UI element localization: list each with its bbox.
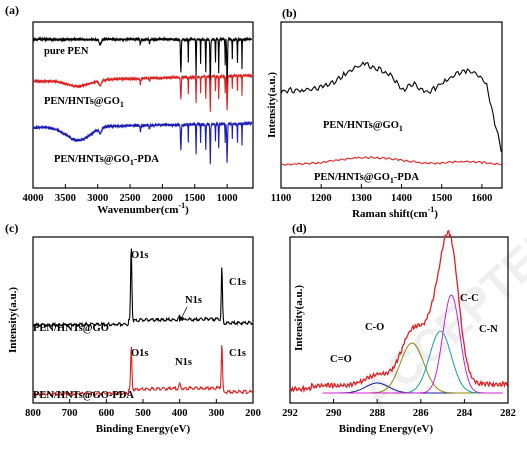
panel-d-label: (d) bbox=[292, 221, 307, 235]
panel-c-x-tick-label: 700 bbox=[62, 408, 78, 419]
panel-b-x-axis-title: Raman shift(cm-1) bbox=[352, 205, 438, 220]
panel-c-x-tick-label: 600 bbox=[98, 408, 114, 419]
ftir-pen-hnts-go1-pda-label: PEN/HNTs@GO1-PDA bbox=[54, 154, 159, 167]
n1s-peak-label-bottom: N1s bbox=[175, 357, 192, 368]
panel-d-x-tick-label: 292 bbox=[282, 408, 298, 419]
c1s-peak-label-bottom: C1s bbox=[229, 348, 246, 359]
panel-a-x-tick-label: 3000 bbox=[87, 193, 108, 204]
panel-b-x-tick-label: 1300 bbox=[351, 193, 372, 204]
panel-d-x-tick-label: 290 bbox=[326, 408, 342, 419]
ftir-pure-pen-line bbox=[32, 36, 253, 93]
xps-pen-hnts-go-line bbox=[32, 248, 254, 329]
panel-a-x-tick-label: 3500 bbox=[55, 193, 76, 204]
panel-a-frame bbox=[32, 21, 254, 189]
panel-d-y-axis-title: Intensity(a.u.) bbox=[293, 285, 305, 351]
panel-a: (a) 4000 3500 3000 2500 2000 1500 1000 Wavenum… bbox=[5, 3, 254, 216]
panel-b-x-ticks: 1100 1200 1300 1400 1500 1600 bbox=[271, 184, 492, 204]
o1s-peak-label-bottom: O1s bbox=[131, 348, 149, 359]
n1s-pointer-arrowhead bbox=[179, 316, 184, 322]
ftir-pure-pen-label: pure PEN bbox=[44, 46, 89, 57]
c-o-label: C-O bbox=[365, 322, 384, 333]
panel-b-label: (b) bbox=[282, 6, 297, 20]
panel-a-label: (a) bbox=[5, 3, 19, 17]
c-c-label: C-C bbox=[460, 293, 479, 304]
panel-c-x-tick-label: 800 bbox=[25, 408, 41, 419]
panel-d-x-tick-label: 284 bbox=[457, 408, 474, 419]
xps-pen-hnts-go-pda-label: PEN/HNTs@GO-PDA bbox=[33, 390, 134, 401]
panel-c-x-tick-label: 300 bbox=[208, 408, 224, 419]
panel-a-x-tick-label: 2500 bbox=[120, 193, 141, 204]
panel-c: (c) 800 700 600 500 400 300 200 Binding Energy… bbox=[5, 221, 261, 435]
panel-a-x-ticks: 4000 3500 3000 2500 2000 1500 1000 bbox=[23, 184, 238, 204]
panel-a-x-tick-label: 1500 bbox=[184, 193, 205, 204]
panel-d-x-ticks: 292 290 288 286 284 282 bbox=[282, 399, 516, 419]
panel-d-x-axis-title: Binding Energy(eV) bbox=[339, 423, 434, 435]
panel-b-x-tick-label: 1500 bbox=[431, 193, 452, 204]
panel-a-x-tick-label: 2000 bbox=[152, 193, 173, 204]
panel-c-label: (c) bbox=[5, 221, 18, 235]
panel-b-frame bbox=[280, 21, 503, 189]
panel-d-frame bbox=[289, 236, 509, 404]
panel-d-x-tick-label: 288 bbox=[369, 408, 385, 419]
panel-c-x-tick-label: 200 bbox=[245, 408, 261, 419]
panel-a-x-axis-title: Wavenumber(cm-1) bbox=[97, 201, 189, 216]
c-n-label: C-N bbox=[479, 324, 498, 335]
xps-pen-hnts-go-label: PEN/HNTs@GO bbox=[33, 323, 109, 334]
panel-b-y-axis-title: Intensity(a.u.) bbox=[266, 72, 278, 138]
panel-b-x-tick-label: 1600 bbox=[471, 193, 492, 204]
panel-a-x-tick-label: 1000 bbox=[217, 193, 238, 204]
raman-pen-hnts-go1-label: PEN/HNTs@GO1 bbox=[323, 120, 403, 133]
panel-b: (b) 1100 1200 1300 1400 1500 1600 Raman shift… bbox=[266, 6, 503, 220]
xps-c-c-component bbox=[322, 294, 503, 394]
panel-b-x-tick-label: 1200 bbox=[311, 193, 332, 204]
ftir-pen-hnts-go1-pda-line bbox=[32, 120, 253, 165]
xps-pen-hnts-go-pda-line bbox=[32, 345, 254, 397]
panel-c-x-tick-label: 500 bbox=[135, 408, 151, 419]
panel-d-x-tick-label: 286 bbox=[413, 408, 429, 419]
panel-d: (d) 292 290 288 286 284 282 Binding Energy(eV… bbox=[282, 221, 516, 435]
panel-c-x-ticks: 800 700 600 500 400 300 200 bbox=[25, 399, 261, 419]
panel-c-x-tick-label: 400 bbox=[172, 408, 188, 419]
raman-pen-hnts-go1-line bbox=[280, 61, 502, 152]
c1s-peak-label-top: C1s bbox=[229, 277, 246, 288]
c-o-double-label: C=O bbox=[330, 354, 352, 365]
ftir-pen-hnts-go1-line bbox=[32, 72, 253, 112]
raman-pen-hnts-go1-pda-line bbox=[280, 155, 502, 166]
panel-c-x-axis-title: Binding Energy(eV) bbox=[96, 423, 191, 435]
xps-c1s-raw-line bbox=[289, 229, 508, 394]
panel-c-y-axis-title: Intensity(a.u.) bbox=[7, 287, 19, 353]
panel-d-x-tick-label: 282 bbox=[500, 408, 516, 419]
n1s-peak-label-top: N1s bbox=[185, 295, 202, 306]
n1s-pointer-arrow bbox=[180, 306, 188, 320]
raman-pen-hnts-go1-pda-label: PEN/HNTs@GO1-PDA bbox=[314, 172, 419, 185]
panel-b-x-tick-label: 1400 bbox=[391, 193, 412, 204]
panel-b-x-tick-label: 1100 bbox=[271, 193, 291, 204]
panel-a-x-tick-label: 4000 bbox=[23, 193, 44, 204]
ftir-pen-hnts-go1-label: PEN/HNTs@GO1 bbox=[44, 96, 124, 109]
o1s-peak-label-top: O1s bbox=[131, 250, 149, 261]
